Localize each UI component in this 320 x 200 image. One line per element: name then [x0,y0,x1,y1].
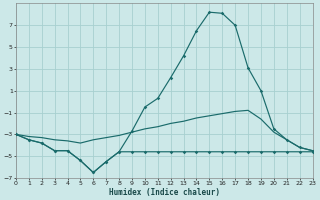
X-axis label: Humidex (Indice chaleur): Humidex (Indice chaleur) [109,188,220,197]
